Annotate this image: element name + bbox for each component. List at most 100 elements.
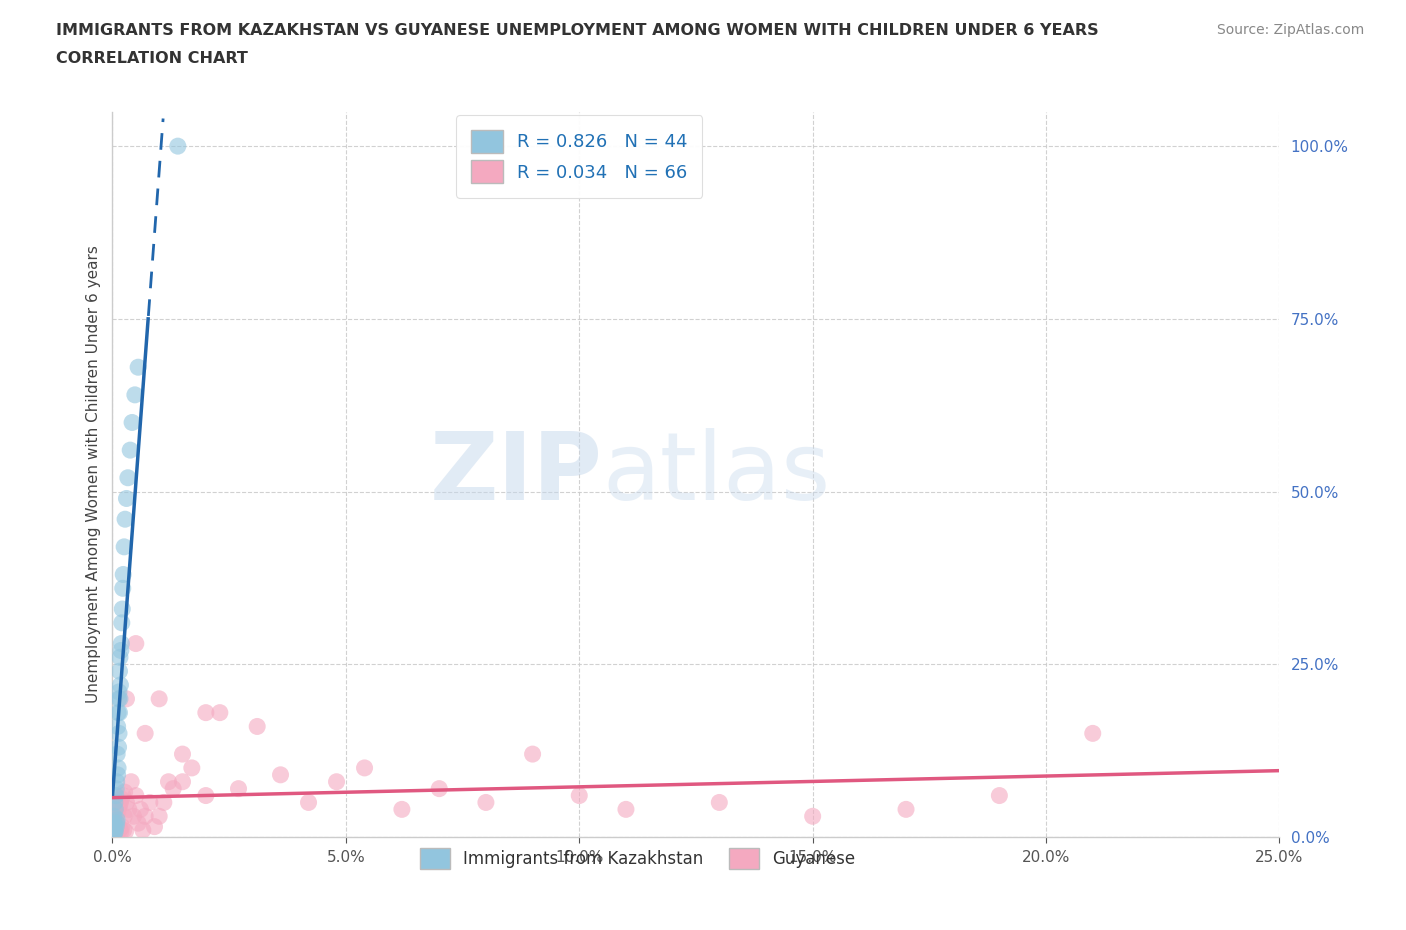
Point xyxy=(427,781,450,796)
Point xyxy=(107,767,129,782)
Point xyxy=(297,795,319,810)
Point xyxy=(107,705,129,720)
Point xyxy=(107,691,129,706)
Point xyxy=(614,802,637,817)
Point xyxy=(115,795,138,810)
Point xyxy=(104,795,127,810)
Point xyxy=(107,802,129,817)
Point xyxy=(105,781,128,796)
Point xyxy=(108,821,131,836)
Point xyxy=(103,809,125,824)
Y-axis label: Unemployment Among Women with Children Under 6 years: Unemployment Among Women with Children U… xyxy=(86,246,101,703)
Point xyxy=(103,823,125,838)
Point xyxy=(709,795,731,810)
Point xyxy=(103,819,125,834)
Point xyxy=(104,812,127,827)
Point xyxy=(208,705,231,720)
Point xyxy=(108,691,131,706)
Point xyxy=(122,809,145,824)
Point xyxy=(148,691,170,706)
Point xyxy=(111,788,134,803)
Point xyxy=(104,823,127,838)
Point xyxy=(194,705,217,720)
Point xyxy=(108,823,131,838)
Point xyxy=(112,567,135,582)
Point xyxy=(157,775,180,790)
Point xyxy=(391,802,413,817)
Point xyxy=(180,761,202,776)
Point xyxy=(103,816,125,830)
Point xyxy=(107,739,129,754)
Point xyxy=(139,795,162,810)
Point xyxy=(325,775,347,790)
Point xyxy=(108,684,131,699)
Point xyxy=(194,788,217,803)
Point xyxy=(104,788,127,803)
Point xyxy=(107,719,129,734)
Point xyxy=(107,824,129,839)
Point xyxy=(568,788,591,803)
Point xyxy=(103,824,125,839)
Point xyxy=(104,802,127,817)
Point xyxy=(110,636,132,651)
Point xyxy=(105,775,128,790)
Point xyxy=(120,775,142,790)
Point xyxy=(112,809,135,824)
Text: CORRELATION CHART: CORRELATION CHART xyxy=(56,51,247,66)
Point xyxy=(108,650,131,665)
Point xyxy=(103,823,125,838)
Point xyxy=(127,816,149,830)
Point xyxy=(104,824,127,839)
Point xyxy=(246,719,269,734)
Text: ZIP: ZIP xyxy=(430,429,603,520)
Point xyxy=(132,823,155,838)
Point xyxy=(105,816,128,830)
Point xyxy=(134,809,156,824)
Text: Source: ZipAtlas.com: Source: ZipAtlas.com xyxy=(1216,23,1364,37)
Point xyxy=(162,781,184,796)
Point xyxy=(129,802,152,817)
Point xyxy=(114,785,136,800)
Point xyxy=(105,747,128,762)
Point xyxy=(522,747,544,762)
Point xyxy=(153,795,176,810)
Point xyxy=(110,791,132,806)
Point xyxy=(172,775,194,790)
Point xyxy=(107,805,129,820)
Point xyxy=(988,788,1011,803)
Point xyxy=(1081,726,1104,741)
Point xyxy=(801,809,824,824)
Text: atlas: atlas xyxy=(603,429,831,520)
Point xyxy=(134,726,156,741)
Point xyxy=(125,788,148,803)
Point xyxy=(118,802,141,817)
Point xyxy=(110,795,132,810)
Point xyxy=(105,819,128,834)
Point xyxy=(103,826,125,841)
Point xyxy=(894,802,917,817)
Point xyxy=(110,824,132,839)
Point xyxy=(148,809,170,824)
Point xyxy=(104,826,127,841)
Point xyxy=(108,726,131,741)
Point xyxy=(105,823,128,838)
Point xyxy=(114,512,136,526)
Point xyxy=(172,747,194,762)
Point xyxy=(103,819,125,834)
Point xyxy=(270,767,292,782)
Point xyxy=(111,616,134,631)
Point xyxy=(104,816,127,830)
Point xyxy=(353,761,375,776)
Point xyxy=(115,691,138,706)
Point xyxy=(115,491,138,506)
Point xyxy=(117,471,139,485)
Point xyxy=(166,139,188,153)
Legend: Immigrants from Kazakhstan, Guyanese: Immigrants from Kazakhstan, Guyanese xyxy=(413,841,862,876)
Point xyxy=(112,823,135,838)
Point xyxy=(127,360,149,375)
Point xyxy=(114,824,136,839)
Point xyxy=(228,781,250,796)
Point xyxy=(475,795,498,810)
Point xyxy=(121,415,143,430)
Point xyxy=(111,581,134,596)
